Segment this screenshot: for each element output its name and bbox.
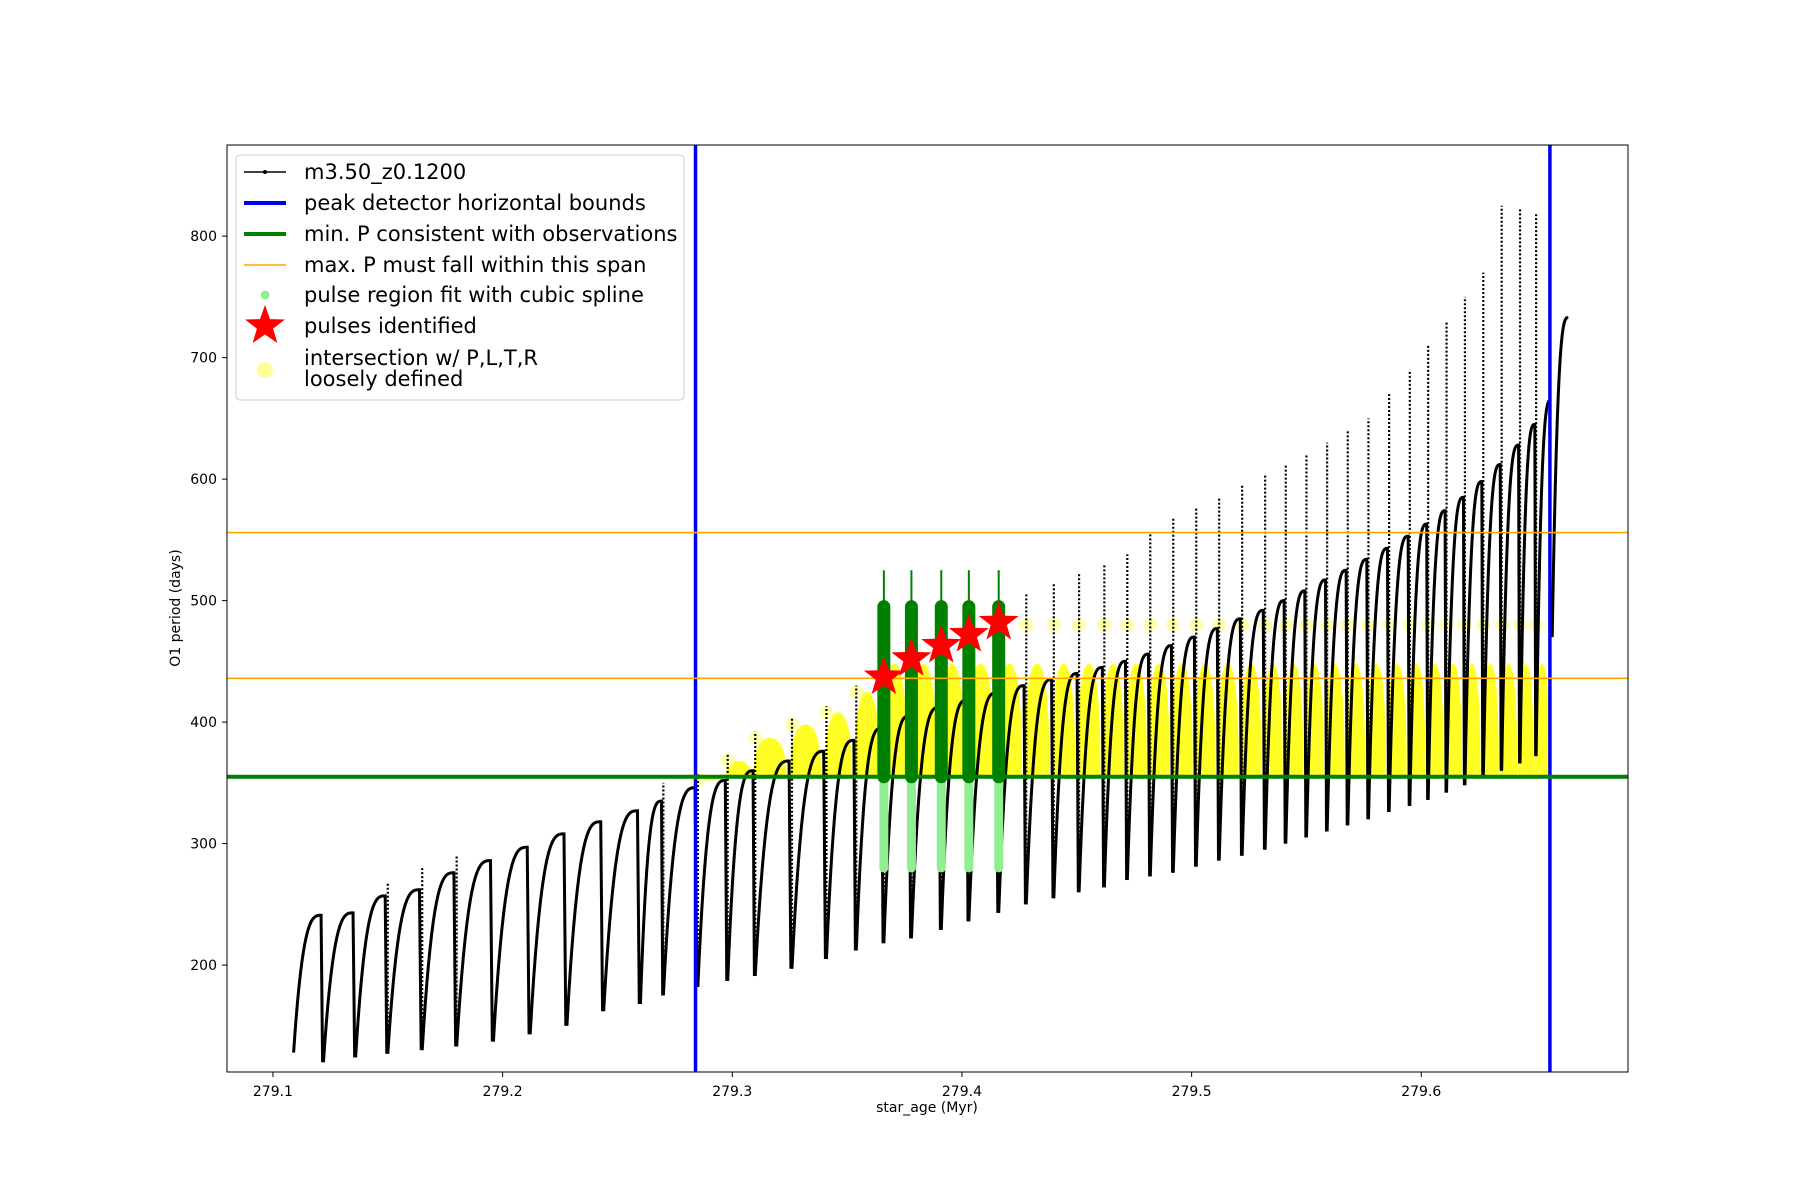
legend-handle-star — [245, 305, 285, 343]
x-tick-label: 279.5 — [1172, 1084, 1212, 1100]
legend-handle-series — [244, 170, 286, 174]
legend-label: peak detector horizontal bounds — [304, 191, 646, 215]
y-tick-label: 400 — [190, 715, 217, 731]
intersection-marker — [1019, 617, 1034, 632]
y-tick-label: 600 — [190, 472, 217, 488]
y-tick-label: 200 — [190, 958, 217, 974]
intersection-blob — [824, 712, 852, 777]
x-tick-label: 279.4 — [942, 1084, 982, 1100]
intersection-blob — [1148, 663, 1170, 777]
pulse-identified-star — [921, 624, 962, 663]
legend-handle-dot — [260, 290, 270, 300]
y-tick-label: 800 — [190, 229, 217, 245]
legend-handle-big-dot — [257, 362, 273, 378]
x-tick-label: 279.1 — [253, 1084, 293, 1100]
intersection-marker — [1072, 617, 1087, 632]
intersection-marker — [720, 753, 735, 768]
intersection-blob — [1125, 663, 1147, 777]
intersection-marker — [1120, 617, 1135, 632]
y-tick-label: 500 — [190, 594, 217, 610]
x-axis-label: star_age (Myr) — [876, 1100, 978, 1116]
x-tick-label: 279.2 — [483, 1084, 523, 1100]
intersection-marker — [1097, 617, 1112, 632]
legend-label: pulses identified — [304, 314, 477, 338]
legend-box — [235, 154, 685, 401]
legend-label: m3.50_z0.1200 — [304, 160, 466, 185]
pulse-identified-star — [978, 601, 1019, 640]
legend-label-line2: loosely defined — [304, 367, 463, 391]
intersection-blob — [854, 691, 880, 777]
legend-label: pulse region fit with cubic spline — [304, 283, 644, 307]
intersection-marker — [1166, 617, 1181, 632]
x-tick-label: 279.6 — [1401, 1084, 1441, 1100]
intersection-marker — [819, 705, 834, 720]
pulse-identified-star — [948, 613, 989, 652]
legend-label: max. P must fall within this span — [304, 253, 646, 277]
series-final-branch — [1550, 316, 1569, 638]
legend-label: min. P consistent with observations — [304, 222, 677, 246]
intersection-marker — [748, 730, 763, 745]
intersection-marker — [1235, 617, 1250, 632]
y-tick-label: 700 — [190, 351, 217, 367]
series-line — [292, 398, 1552, 1063]
x-tick-label: 279.3 — [712, 1084, 752, 1100]
pulse-identified-star — [891, 637, 932, 676]
legend-label: intersection w/ P,L,T,R — [304, 346, 538, 370]
pulse-identified-star — [863, 656, 904, 695]
plot-frame — [226, 144, 1629, 1073]
legend-dot — [263, 170, 267, 174]
y-tick-label: 300 — [190, 837, 217, 853]
intersection-marker — [849, 684, 864, 699]
series-m3-50-z0-1200 — [292, 316, 1569, 1063]
intersection-marker — [1278, 617, 1293, 632]
y-axis-label: O1 period (days) — [168, 549, 184, 666]
intersection-marker — [1143, 617, 1158, 632]
intersection-blob — [789, 724, 822, 777]
